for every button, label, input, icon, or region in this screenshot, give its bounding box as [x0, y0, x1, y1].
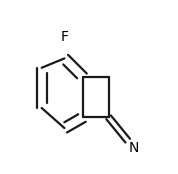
Text: F: F — [60, 30, 68, 44]
Text: N: N — [129, 141, 139, 155]
